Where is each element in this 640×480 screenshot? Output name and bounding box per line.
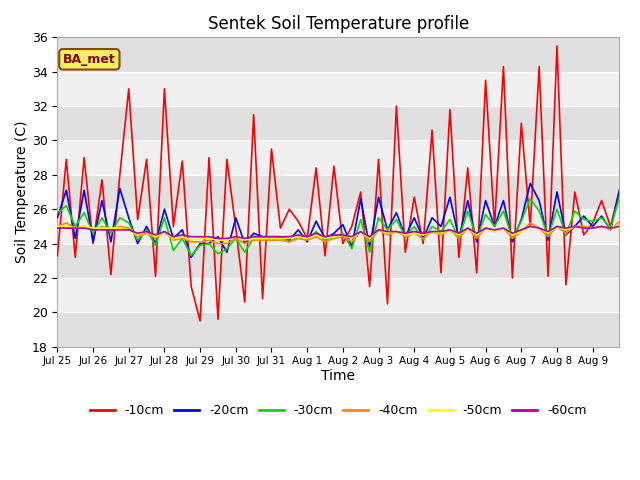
Bar <box>58 243 620 278</box>
Bar <box>58 37 620 72</box>
Bar <box>58 312 620 347</box>
Text: BA_met: BA_met <box>63 53 116 66</box>
Title: Sentek Soil Temperature profile: Sentek Soil Temperature profile <box>208 15 469 33</box>
X-axis label: Time: Time <box>321 369 355 383</box>
Bar <box>58 72 620 106</box>
Bar <box>58 278 620 312</box>
Legend: -10cm, -20cm, -30cm, -40cm, -50cm, -60cm: -10cm, -20cm, -30cm, -40cm, -50cm, -60cm <box>85 399 592 422</box>
Y-axis label: Soil Temperature (C): Soil Temperature (C) <box>15 121 29 263</box>
Bar <box>58 106 620 141</box>
Bar <box>58 141 620 175</box>
Bar <box>58 175 620 209</box>
Bar <box>58 209 620 243</box>
